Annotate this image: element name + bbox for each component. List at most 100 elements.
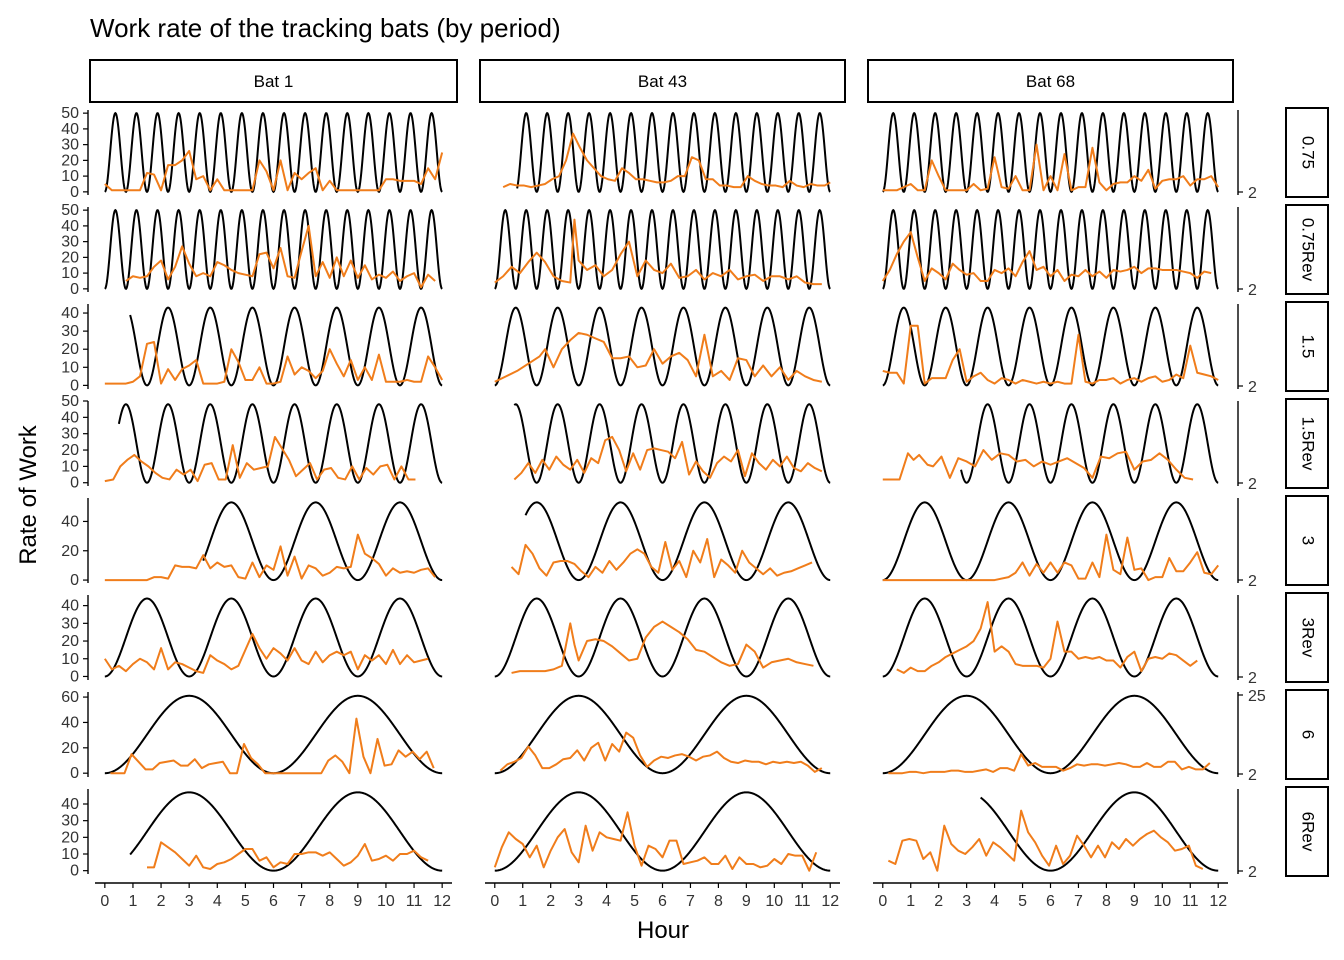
x-tick-label: 1: [906, 893, 915, 910]
work-rate-line: [147, 841, 429, 870]
column-strip-label: Bat 1: [254, 72, 294, 91]
panel: [104, 501, 443, 582]
y-tick-label: 20: [61, 740, 79, 757]
row-strip-label: 0.75: [1299, 136, 1318, 169]
work-rate-line: [882, 533, 1220, 582]
work-rate-line: [888, 753, 1211, 775]
right-tick-label: 2: [1248, 670, 1257, 687]
x-tick-label: 11: [1182, 893, 1199, 910]
y-tick-label: 30: [61, 615, 79, 632]
x-tick-label: 12: [821, 893, 839, 910]
y-tick-label: 40: [61, 409, 79, 426]
reference-wave-line: [524, 501, 831, 582]
y-tick-label: 0: [70, 184, 79, 201]
x-tick-label: 2: [546, 893, 555, 910]
reference-wave-line: [882, 306, 1219, 387]
reference-wave-line: [882, 111, 1219, 194]
x-tick-label: 9: [1130, 893, 1139, 910]
y-tick-label: 10: [61, 359, 79, 376]
reference-wave-line: [516, 111, 831, 194]
work-rate-line: [494, 218, 822, 286]
work-rate-line: [881, 231, 1212, 282]
row-strip-label: 0.75Rev: [1299, 218, 1318, 282]
x-axis-title: Hour: [637, 917, 689, 944]
reference-wave-line: [202, 501, 443, 582]
reference-wave-line: [104, 111, 443, 194]
reference-wave-line: [117, 403, 443, 484]
reference-wave-line: [882, 597, 1219, 678]
x-tick-label: 4: [213, 893, 222, 910]
right-tick-label: 25: [1248, 688, 1266, 705]
row-strip-label: 6Rev: [1299, 812, 1318, 852]
reference-wave-line: [494, 694, 831, 775]
y-tick-label: 50: [61, 202, 79, 219]
reference-wave-line: [494, 306, 831, 387]
y-tick-label: 30: [61, 323, 79, 340]
y-tick-label: 20: [61, 543, 79, 560]
x-tick-label: 6: [269, 893, 278, 910]
reference-wave-line: [104, 694, 443, 775]
x-tick-label: 5: [241, 893, 250, 910]
work-rate-line: [104, 632, 429, 674]
x-tick-label: 12: [1209, 893, 1227, 910]
y-tick-label: 20: [61, 829, 79, 846]
work-rate-line: [104, 340, 444, 385]
work-rate-line: [882, 324, 1219, 385]
panel: [104, 111, 444, 194]
reference-wave-line: [494, 791, 831, 872]
y-tick-label: 40: [61, 305, 79, 322]
right-tick-label: 2: [1248, 379, 1257, 396]
panel: [104, 403, 443, 484]
y-tick-label: 20: [61, 249, 79, 266]
x-tick-label: 2: [157, 893, 166, 910]
row-strip-label: 1.5: [1299, 335, 1318, 359]
x-tick-label: 7: [1074, 893, 1083, 910]
work-rate-line: [110, 717, 435, 775]
row-strips: 0.75 0.75Rev 1.5 1.5Rev 3 3Rev 6 6Rev: [1285, 107, 1329, 877]
panel: [494, 208, 831, 291]
reference-wave-line: [980, 791, 1219, 872]
y-tick-label: 0: [70, 765, 79, 782]
x-tick-label: 8: [1102, 893, 1111, 910]
column-strips: Bat 1 Bat 43 Bat 68: [89, 59, 1234, 103]
panel: [513, 403, 831, 484]
x-tick-label: 7: [297, 893, 306, 910]
x-tick-label: 4: [990, 893, 999, 910]
x-tick-label: 1: [518, 893, 527, 910]
y-tick-label: 10: [61, 651, 79, 668]
work-rate-line: [502, 132, 831, 189]
panel: [882, 694, 1219, 775]
axes: 0102030405020102030405020102030402010203…: [61, 105, 1266, 910]
chart-title: Work rate of the tracking bats (by perio…: [90, 13, 561, 43]
y-tick-label: 30: [61, 234, 79, 251]
work-rate-line: [104, 533, 436, 582]
row-strip: [1285, 301, 1329, 392]
y-tick-label: 0: [70, 281, 79, 298]
y-tick-label: 40: [61, 121, 79, 138]
y-tick-label: 30: [61, 813, 79, 830]
x-tick-label: 6: [658, 893, 667, 910]
reference-wave-line: [104, 208, 443, 291]
row-strip-label: 3: [1299, 536, 1318, 545]
work-rate-line: [511, 620, 814, 674]
row-strip-label: 3Rev: [1299, 618, 1318, 658]
y-tick-label: 0: [70, 377, 79, 394]
panels: [104, 111, 1220, 872]
y-tick-label: 10: [61, 458, 79, 475]
x-tick-label: 10: [1153, 893, 1171, 910]
y-tick-label: 0: [70, 863, 79, 880]
work-rate-line: [104, 149, 444, 192]
y-tick-label: 40: [61, 598, 79, 615]
reference-wave-line: [494, 208, 831, 291]
x-tick-label: 0: [878, 893, 887, 910]
row-strip: [1285, 107, 1329, 198]
row-strip: [1285, 689, 1329, 780]
row-strip: [1285, 786, 1329, 877]
y-tick-label: 0: [70, 475, 79, 492]
y-tick-label: 10: [61, 168, 79, 185]
panel: [494, 694, 831, 775]
x-tick-label: 4: [602, 893, 611, 910]
x-tick-label: 5: [630, 893, 639, 910]
y-tick-label: 10: [61, 846, 79, 863]
y-tick-label: 40: [61, 513, 79, 530]
